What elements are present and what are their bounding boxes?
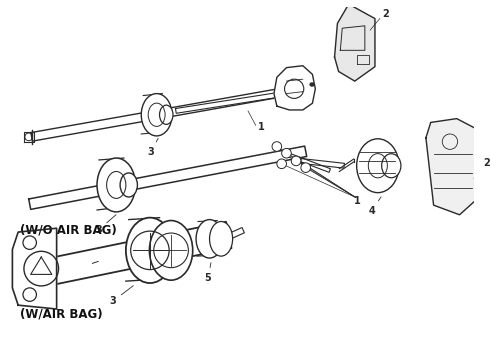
Text: 5: 5 [205,263,212,283]
Ellipse shape [160,105,173,124]
Ellipse shape [196,220,223,258]
Text: 3: 3 [110,286,133,306]
Circle shape [272,142,282,151]
Text: 1: 1 [258,122,265,132]
Ellipse shape [120,173,137,197]
Circle shape [282,148,291,158]
Polygon shape [274,66,316,110]
Text: 2: 2 [383,9,390,19]
Ellipse shape [210,221,233,256]
Ellipse shape [382,154,401,178]
Text: 3: 3 [95,215,116,235]
Text: (W/AIR BAG): (W/AIR BAG) [20,307,103,320]
Polygon shape [12,228,57,309]
Polygon shape [335,4,375,81]
Ellipse shape [357,139,399,193]
Text: (W/O AIR BAG): (W/O AIR BAG) [20,224,117,237]
Ellipse shape [126,218,174,283]
Text: 3: 3 [147,138,158,157]
Circle shape [277,159,287,168]
Text: 1: 1 [354,196,361,206]
Ellipse shape [149,221,193,280]
Ellipse shape [97,158,136,212]
Polygon shape [426,118,479,215]
Ellipse shape [141,94,172,136]
Circle shape [301,163,311,172]
Text: 2: 2 [484,158,490,168]
Circle shape [291,156,301,166]
Text: 4: 4 [368,197,381,216]
